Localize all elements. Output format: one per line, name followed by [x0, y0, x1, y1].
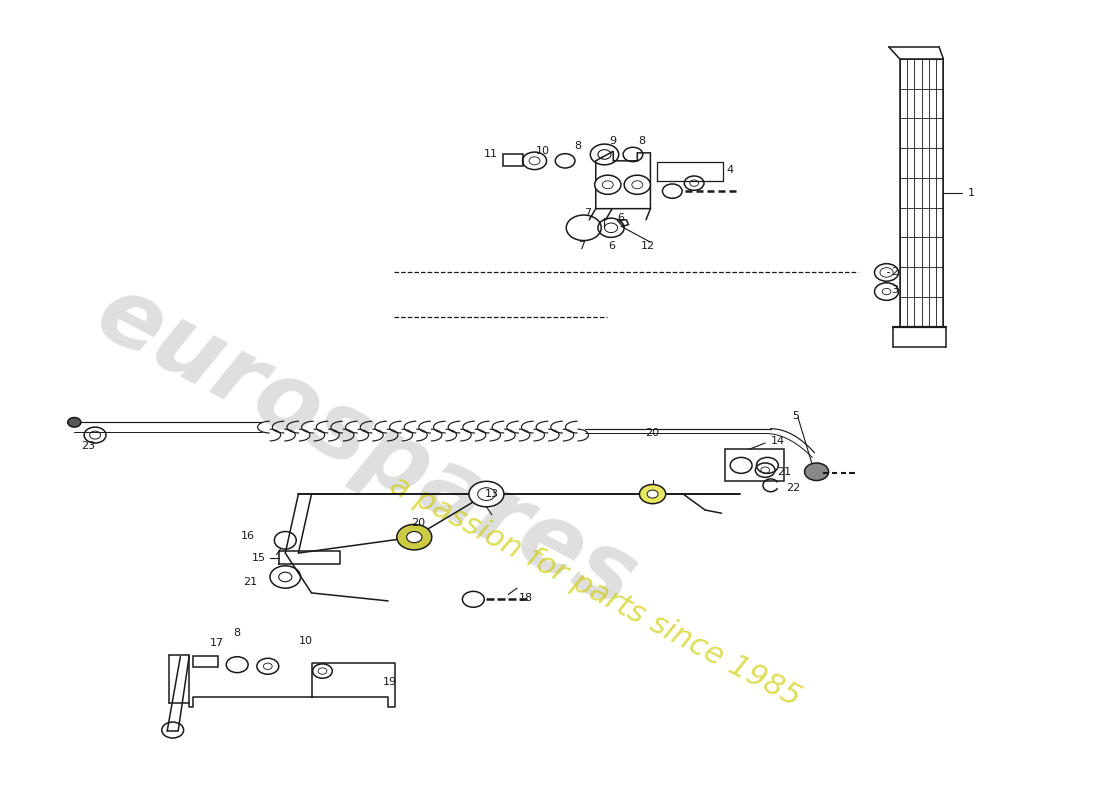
Text: 6: 6 [608, 241, 616, 250]
Text: eurospares: eurospares [80, 267, 651, 629]
Text: 20: 20 [646, 428, 660, 438]
Text: 9: 9 [609, 137, 617, 146]
Text: 10: 10 [537, 146, 550, 156]
Circle shape [278, 572, 292, 582]
Circle shape [595, 175, 620, 194]
Text: 1: 1 [967, 188, 975, 198]
Text: 3: 3 [891, 285, 898, 295]
Text: 17: 17 [210, 638, 224, 648]
Circle shape [647, 490, 658, 498]
Text: 14: 14 [771, 437, 784, 446]
Text: 10: 10 [298, 636, 312, 646]
Text: 8: 8 [638, 137, 646, 146]
Text: 23: 23 [81, 442, 96, 451]
Text: 5: 5 [792, 411, 800, 421]
Text: 13: 13 [485, 490, 499, 499]
Text: 20: 20 [411, 518, 426, 527]
Text: 19: 19 [383, 678, 397, 687]
Circle shape [624, 175, 650, 194]
Text: 2: 2 [891, 267, 898, 278]
Polygon shape [596, 151, 650, 209]
Circle shape [407, 531, 422, 542]
Text: 6: 6 [617, 214, 625, 223]
Polygon shape [900, 58, 944, 326]
Text: 22: 22 [786, 482, 800, 493]
Text: a passion for parts since 1985: a passion for parts since 1985 [385, 470, 806, 712]
Text: 12: 12 [641, 241, 656, 250]
Bar [194, 656, 218, 667]
Circle shape [68, 418, 81, 427]
Text: 18: 18 [519, 593, 534, 602]
Text: 11: 11 [483, 150, 497, 159]
Circle shape [397, 524, 432, 550]
Bar [503, 154, 522, 166]
Circle shape [469, 482, 504, 507]
Text: 8: 8 [574, 142, 582, 151]
Text: 21: 21 [243, 577, 257, 586]
Circle shape [639, 485, 665, 504]
Text: 7: 7 [584, 209, 592, 218]
Text: 7: 7 [578, 241, 585, 250]
Text: 4: 4 [727, 166, 734, 175]
Circle shape [804, 463, 828, 481]
Text: 21: 21 [778, 466, 791, 477]
Text: 15: 15 [252, 553, 265, 563]
Text: 16: 16 [241, 530, 255, 541]
Text: 8: 8 [233, 627, 241, 638]
